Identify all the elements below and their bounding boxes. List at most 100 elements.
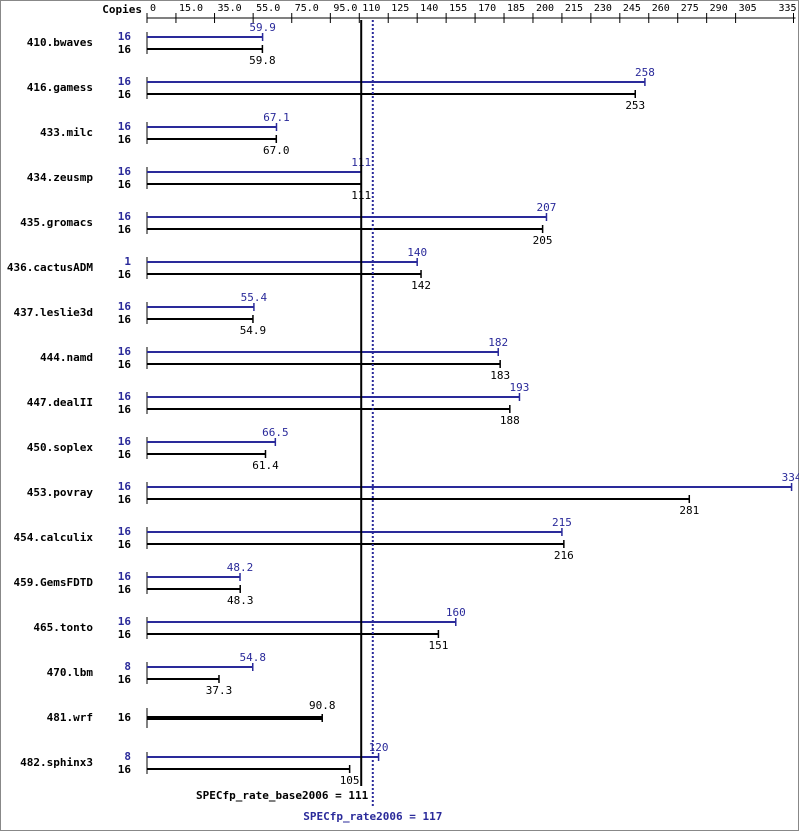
peak-copies: 8 (124, 750, 131, 763)
x-tick-label: 170 (478, 3, 496, 14)
base-copies: 16 (118, 43, 132, 56)
x-tick-label: 200 (536, 3, 554, 14)
benchmark-label: 470.lbm (47, 666, 94, 679)
x-tick-label: 55.0 (256, 3, 280, 14)
base-value-label: 61.4 (252, 459, 279, 472)
peak-copies: 16 (118, 300, 132, 313)
x-tick-label: 35.0 (218, 3, 242, 14)
x-tick-label: 185 (507, 3, 525, 14)
peak-copies: 16 (118, 120, 132, 133)
benchmark-label: 482.sphinx3 (20, 756, 93, 769)
base-copies: 16 (118, 403, 132, 416)
base-copies: 16 (118, 673, 132, 686)
x-tick-label: 230 (594, 3, 612, 14)
benchmark-label: 450.soplex (27, 441, 94, 454)
base-copies: 16 (118, 178, 132, 191)
peak-copies: 16 (118, 615, 132, 628)
base-copies: 16 (118, 493, 132, 506)
x-tick-label: 335 (778, 3, 796, 14)
base-metric-label: SPECfp_rate_base2006 = 111 (196, 789, 369, 802)
benchmark-label: 465.tonto (33, 621, 93, 634)
copies-header: Copies (102, 3, 142, 16)
peak-value-label: 54.8 (240, 651, 267, 664)
peak-value-label: 140 (407, 246, 427, 259)
x-tick-label: 15.0 (179, 3, 203, 14)
base-copies: 16 (118, 268, 132, 281)
x-tick-label: 260 (652, 3, 670, 14)
peak-copies: 16 (118, 30, 132, 43)
x-tick-label: 245 (623, 3, 641, 14)
benchmark-label: 447.dealII (27, 396, 93, 409)
peak-copies: 16 (118, 165, 132, 178)
peak-metric-label: SPECfp_rate2006 = 117 (303, 810, 442, 823)
peak-value-label: 120 (369, 741, 389, 754)
peak-value-label: 193 (510, 381, 530, 394)
base-value-label: 183 (490, 369, 510, 382)
base-value-label: 216 (554, 549, 574, 562)
benchmark-label: 435.gromacs (20, 216, 93, 229)
peak-value-label: 67.1 (263, 111, 290, 124)
base-value-label: 188 (500, 414, 520, 427)
peak-value-label: 258 (635, 66, 655, 79)
x-tick-label: 275 (681, 3, 699, 14)
x-tick-label: 215 (565, 3, 583, 14)
base-value-label: 54.9 (240, 324, 267, 337)
base-value-label: 281 (679, 504, 699, 517)
base-copies: 16 (118, 583, 132, 596)
x-tick-label: 75.0 (295, 3, 319, 14)
peak-value-label: 48.2 (227, 561, 254, 574)
peak-copies: 16 (118, 525, 132, 538)
peak-value-label: 182 (488, 336, 508, 349)
base-value-label: 105 (340, 774, 360, 787)
benchmark-label: 444.namd (40, 351, 93, 364)
peak-value-label: 66.5 (262, 426, 289, 439)
base-copies: 16 (118, 223, 132, 236)
peak-copies: 16 (118, 345, 132, 358)
base-value-label: 59.8 (249, 54, 276, 67)
base-copies: 16 (118, 448, 132, 461)
peak-copies: 16 (118, 75, 132, 88)
base-value-label: 253 (625, 99, 645, 112)
base-copies: 16 (118, 628, 132, 641)
peak-value-label: 334 (782, 471, 799, 484)
benchmark-label: 433.milc (40, 126, 93, 139)
base-copies: 16 (118, 133, 132, 146)
base-copies: 16 (118, 313, 132, 326)
benchmark-label: 453.povray (27, 486, 94, 499)
peak-copies: 16 (118, 570, 132, 583)
x-tick-label: 0 (150, 3, 156, 14)
x-tick-label: 290 (710, 3, 728, 14)
peak-copies: 16 (118, 390, 132, 403)
base-copies: 16 (118, 711, 132, 724)
base-copies: 16 (118, 88, 132, 101)
peak-value-label: 55.4 (241, 291, 268, 304)
base-value-label: 205 (533, 234, 553, 247)
peak-value-label: 59.9 (249, 21, 276, 34)
base-copies: 16 (118, 358, 132, 371)
peak-value-label: 207 (537, 201, 557, 214)
x-tick-label: 305 (739, 3, 757, 14)
x-tick-label: 140 (420, 3, 438, 14)
x-tick-label: 155 (449, 3, 467, 14)
base-value-label: 142 (411, 279, 431, 292)
x-tick-label: 95.0 (333, 3, 357, 14)
base-value-label: 90.8 (309, 699, 336, 712)
peak-copies: 8 (124, 660, 131, 673)
benchmark-label: 454.calculix (14, 531, 94, 544)
benchmark-label: 436.cactusADM (7, 261, 93, 274)
benchmark-label: 434.zeusmp (27, 171, 94, 184)
benchmark-label: 459.GemsFDTD (14, 576, 94, 589)
base-value-label: 67.0 (263, 144, 290, 157)
benchmark-label: 410.bwaves (27, 36, 93, 49)
peak-copies: 1 (124, 255, 131, 268)
peak-value-label: 215 (552, 516, 572, 529)
peak-value-label: 160 (446, 606, 466, 619)
x-tick-label: 110 (362, 3, 380, 14)
base-copies: 16 (118, 538, 132, 551)
peak-copies: 16 (118, 480, 132, 493)
base-value-label: 48.3 (227, 594, 254, 607)
peak-copies: 16 (118, 210, 132, 223)
peak-copies: 16 (118, 435, 132, 448)
